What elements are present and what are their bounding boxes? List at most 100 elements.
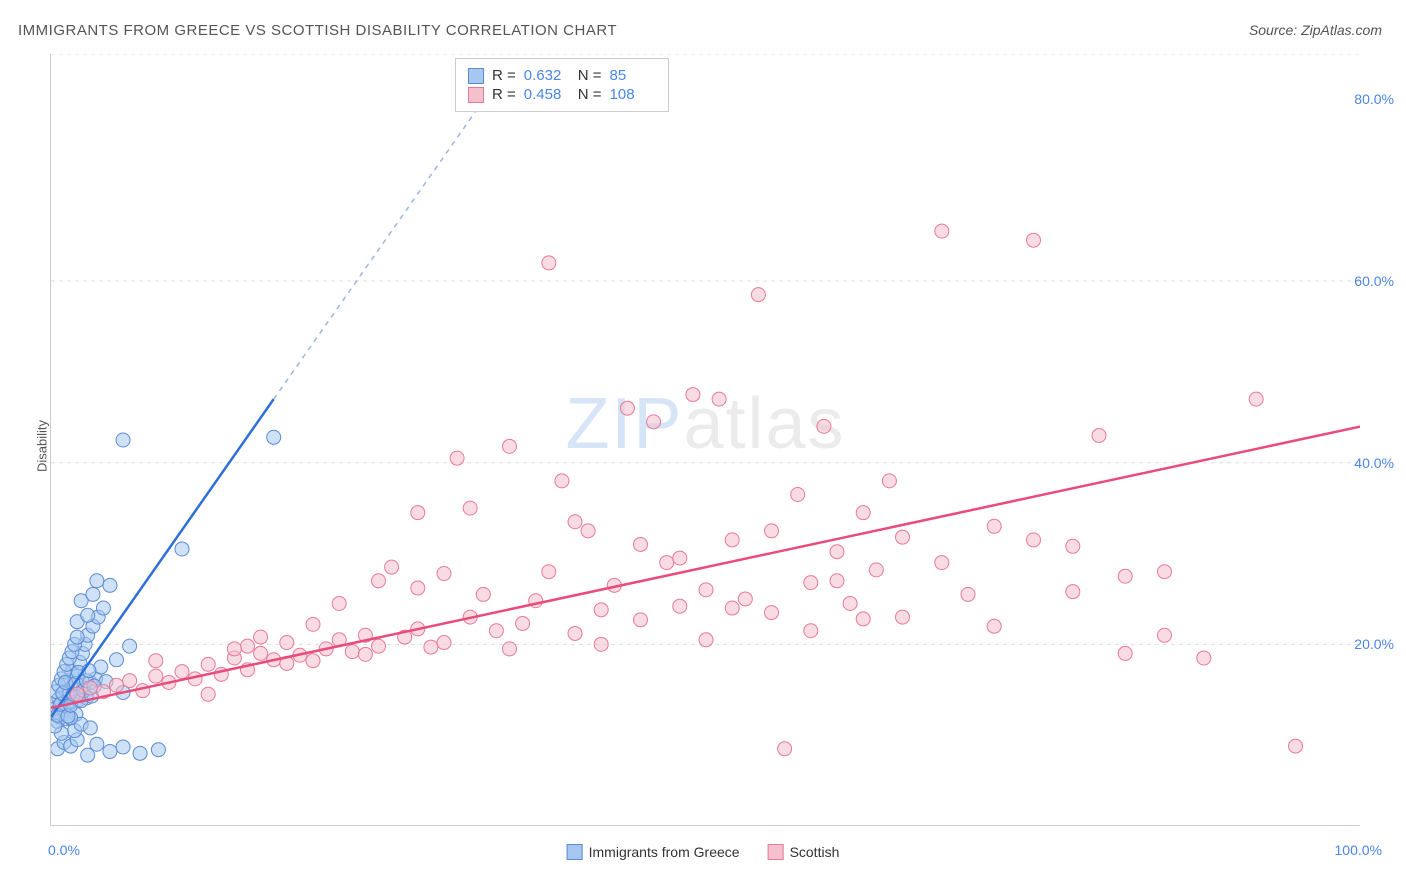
chart-svg: [51, 54, 1360, 825]
scatter-point: [103, 745, 117, 759]
scatter-point: [542, 565, 556, 579]
scatter-point: [133, 746, 147, 760]
scatter-point: [581, 524, 595, 538]
scatter-point: [136, 684, 150, 698]
scatter-point: [90, 737, 104, 751]
scatter-point: [1027, 233, 1041, 247]
scatter-point: [227, 642, 241, 656]
scatter-point: [699, 633, 713, 647]
scatter-point: [463, 501, 477, 515]
y-axis-label: Disability: [35, 420, 50, 472]
scatter-point: [123, 639, 137, 653]
y-tick: 20.0%: [1354, 636, 1394, 652]
scatter-point: [1158, 565, 1172, 579]
scatter-point: [1118, 569, 1132, 583]
scatter-point: [1289, 739, 1303, 753]
scatter-point: [843, 596, 857, 610]
scatter-point: [254, 630, 268, 644]
scatter-point: [149, 654, 163, 668]
scatter-point: [306, 617, 320, 631]
y-tick: 80.0%: [1354, 91, 1394, 107]
scatter-point: [267, 430, 281, 444]
scatter-point: [594, 637, 608, 651]
scatter-point: [1158, 628, 1172, 642]
swatch-series-0: [468, 68, 484, 84]
stats-n-label: N =: [578, 67, 602, 84]
legend-swatch-0: [567, 844, 583, 860]
scatter-point: [856, 506, 870, 520]
legend-label-0: Immigrants from Greece: [589, 844, 740, 860]
stats-n-value-1: 108: [610, 86, 656, 103]
scatter-point: [110, 678, 124, 692]
legend-label-1: Scottish: [790, 844, 840, 860]
scatter-point: [660, 556, 674, 570]
scatter-point: [817, 419, 831, 433]
scatter-point: [90, 574, 104, 588]
scatter-point: [542, 256, 556, 270]
scatter-point: [987, 619, 1001, 633]
scatter-point: [804, 576, 818, 590]
scatter-point: [70, 630, 84, 644]
scatter-point: [201, 687, 215, 701]
scatter-point: [411, 506, 425, 520]
legend-swatch-1: [768, 844, 784, 860]
scatter-point: [385, 560, 399, 574]
scatter-point: [804, 624, 818, 638]
scatter-point: [673, 551, 687, 565]
scatter-point: [712, 392, 726, 406]
scatter-point: [1027, 533, 1041, 547]
stats-row-series-0: R = 0.632 N = 85: [468, 67, 656, 84]
stats-r-value-1: 0.458: [524, 86, 570, 103]
stats-box: R = 0.632 N = 85 R = 0.458 N = 108: [455, 58, 669, 112]
scatter-point: [699, 583, 713, 597]
chart-container: IMMIGRANTS FROM GREECE VS SCOTTISH DISAB…: [0, 0, 1406, 892]
scatter-point: [372, 574, 386, 588]
trendline-series-0-dashed: [274, 63, 510, 399]
scatter-point: [568, 515, 582, 529]
scatter-point: [896, 530, 910, 544]
scatter-point: [686, 388, 700, 402]
scatter-point: [450, 451, 464, 465]
x-tick-max: 100.0%: [1335, 842, 1382, 858]
x-tick-min: 0.0%: [48, 842, 80, 858]
legend-item-1: Scottish: [768, 844, 840, 860]
scatter-point: [1118, 646, 1132, 660]
scatter-point: [503, 439, 517, 453]
scatter-point: [765, 524, 779, 538]
scatter-point: [725, 533, 739, 547]
scatter-point: [201, 657, 215, 671]
scatter-point: [116, 433, 130, 447]
stats-r-value-0: 0.632: [524, 67, 570, 84]
scatter-point: [765, 606, 779, 620]
scatter-point: [830, 574, 844, 588]
scatter-point: [372, 639, 386, 653]
plot-area: ZIPatlas: [50, 54, 1360, 826]
scatter-point: [103, 578, 117, 592]
scatter-point: [437, 636, 451, 650]
scatter-point: [96, 601, 110, 615]
swatch-series-1: [468, 87, 484, 103]
scatter-point: [1197, 651, 1211, 665]
scatter-point: [476, 587, 490, 601]
stats-n-label: N =: [578, 86, 602, 103]
scatter-point: [647, 415, 661, 429]
scatter-point: [1066, 585, 1080, 599]
scatter-point: [489, 624, 503, 638]
scatter-point: [306, 654, 320, 668]
chart-title: IMMIGRANTS FROM GREECE VS SCOTTISH DISAB…: [18, 22, 617, 39]
scatter-point: [594, 603, 608, 617]
scatter-point: [411, 581, 425, 595]
scatter-point: [961, 587, 975, 601]
scatter-point: [673, 599, 687, 613]
y-tick: 60.0%: [1354, 273, 1394, 289]
scatter-point: [791, 487, 805, 501]
scatter-point: [869, 563, 883, 577]
scatter-point: [81, 608, 95, 622]
scatter-point: [1249, 392, 1263, 406]
scatter-point: [254, 646, 268, 660]
scatter-point: [70, 687, 84, 701]
scatter-point: [634, 613, 648, 627]
stats-r-label: R =: [492, 67, 516, 84]
y-tick: 40.0%: [1354, 455, 1394, 471]
scatter-point: [86, 587, 100, 601]
